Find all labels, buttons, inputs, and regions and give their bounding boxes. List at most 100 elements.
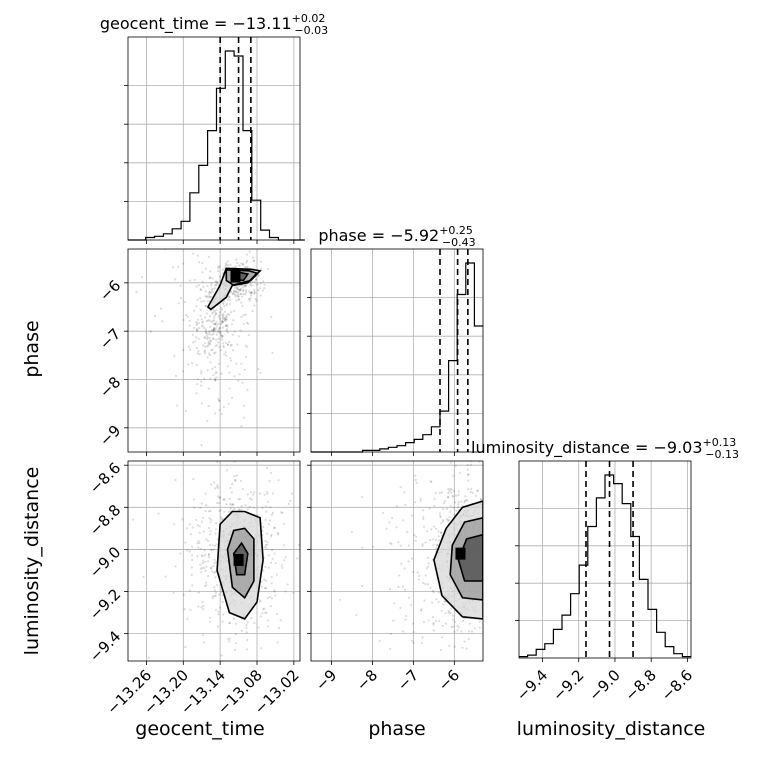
scatter-point [467,479,470,482]
scatter-point [246,621,249,624]
scatter-point [485,552,487,554]
scatter-point [189,279,192,282]
scatter-point [447,491,450,495]
scatter-point [197,261,201,264]
scatter-point [268,596,272,599]
scatter-point [281,511,284,515]
scatter-point [245,457,247,459]
scatter-point [240,287,243,290]
scatter-point [464,447,466,449]
scatter-point [238,508,241,511]
scatter-point [484,576,486,578]
scatter-point [188,550,191,553]
scatter-point [245,355,248,358]
scatter-point [432,525,436,528]
scatter-point [274,456,276,458]
scatter-point [202,608,205,611]
scatter-point [195,363,198,367]
scatter-point [484,502,486,504]
scatter-point [232,617,236,620]
scatter-point [204,509,207,513]
scatter-point [435,547,438,550]
scatter-point [248,505,251,508]
panel-frame [127,36,301,241]
scatter-point [222,335,225,338]
scatter-point [492,567,494,569]
scatter-point [213,443,215,445]
scatter-point [188,324,191,327]
scatter-point [209,295,213,298]
scatter-point [214,487,217,490]
scatter-point [212,322,215,325]
scatter-point [485,540,487,542]
scatter-point [410,603,413,606]
scatter-point [229,486,232,490]
scatter-point [217,269,220,273]
scatter-point [467,473,470,476]
scatter-point [204,554,207,557]
scatter-point [246,493,249,496]
scatter-point [184,225,186,227]
scatter-point [209,325,212,328]
scatter-point [215,284,218,287]
scatter-point [484,598,486,600]
scatter-point [207,255,211,259]
scatter-point [247,297,250,301]
scatter-point [207,342,210,345]
scatter-point [215,309,218,312]
scatter-point [213,558,216,561]
scatter-point [292,591,295,595]
scatter-point [265,547,268,550]
scatter-point [223,224,225,226]
scatter-point [206,284,209,288]
scatter-point [280,564,283,567]
scatter-point [235,474,238,477]
scatter-point [455,509,458,512]
scatter-point [436,544,439,547]
scatter-point [218,327,221,330]
scatter-point [174,478,177,482]
scatter-point [453,645,456,648]
scatter-point [427,565,430,568]
scatter-point [233,648,237,651]
scatter-point [233,309,236,313]
scatter-point [439,648,442,652]
scatter-point [465,498,468,502]
scatter-point [450,625,453,629]
scatter-point [401,585,405,588]
scatter-point [253,491,256,494]
scatter-point [202,641,205,644]
scatter-point [224,262,228,265]
scatter-point [225,329,228,332]
scatter-point [214,591,218,594]
scatter-point [211,597,214,600]
scatter-point [475,494,478,497]
scatter-point [254,297,257,301]
scatter-point [215,522,218,525]
scatter-point [213,586,216,589]
scatter-point [442,502,445,505]
scatter-point [286,583,289,586]
scatter-point [271,557,274,561]
scatter-point [147,656,151,660]
scatter-point [447,487,450,491]
scatter-point [184,454,186,456]
scatter-point [221,268,224,271]
x-tick-label: −9.2 [549,666,587,704]
scatter-point [195,323,198,327]
scatter-point [205,581,208,584]
scatter-point [230,323,233,326]
scatter-point [243,266,247,269]
scatter-point [301,534,303,536]
scatter-point [457,505,460,508]
scatter-point [192,477,195,481]
scatter-point [194,340,197,343]
scatter-point [174,278,177,281]
scatter-point [207,575,210,578]
scatter-point [263,578,266,582]
scatter-point [265,579,268,582]
scatter-point [241,304,244,308]
scatter-point [473,627,476,630]
scatter-point [208,526,211,530]
scatter-point [232,319,235,322]
